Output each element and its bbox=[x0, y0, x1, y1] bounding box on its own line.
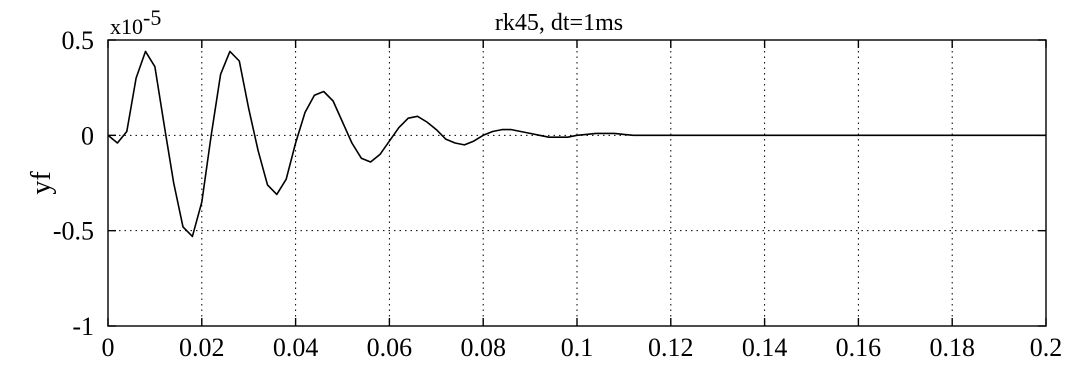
y-exponent-power: -5 bbox=[143, 5, 161, 30]
series-line bbox=[107, 50, 1046, 238]
x-tick-label: 0.12 bbox=[648, 333, 694, 362]
y-exponent-base: x10 bbox=[110, 14, 143, 39]
chart-title: rk45, dt=1ms bbox=[495, 10, 623, 36]
y-tick-label: 0.5 bbox=[62, 26, 95, 55]
x-tick-label: 0.2 bbox=[1030, 333, 1063, 362]
x-tick-label: 0.04 bbox=[273, 333, 319, 362]
y-tick-labels: -1 -0.5 0 0.5 bbox=[53, 26, 94, 341]
x-tick-label: 0.02 bbox=[179, 333, 225, 362]
y-tick-label: 0 bbox=[81, 121, 94, 150]
y-axis-label: yf bbox=[26, 171, 57, 195]
x-tick-label: 0.1 bbox=[561, 333, 594, 362]
grid bbox=[108, 40, 1046, 326]
x-tick-label: 0.08 bbox=[460, 333, 506, 362]
x-tick-label: 0.16 bbox=[836, 333, 882, 362]
x-tick-labels: 0 0.02 0.04 0.06 0.08 0.1 0.12 0.14 0.16 0.18 0.2 bbox=[102, 333, 1063, 362]
x-tick-label: 0.14 bbox=[742, 333, 788, 362]
y-tick-label: -0.5 bbox=[53, 217, 94, 246]
ticks bbox=[107, 39, 1047, 327]
x-tick-label: 0.06 bbox=[367, 333, 413, 362]
x-tick-label: 0 bbox=[102, 333, 115, 362]
x-tick-label: 0.18 bbox=[929, 333, 975, 362]
y-exponent-label: x10-5 bbox=[110, 5, 161, 39]
y-tick-label: -1 bbox=[72, 312, 94, 341]
